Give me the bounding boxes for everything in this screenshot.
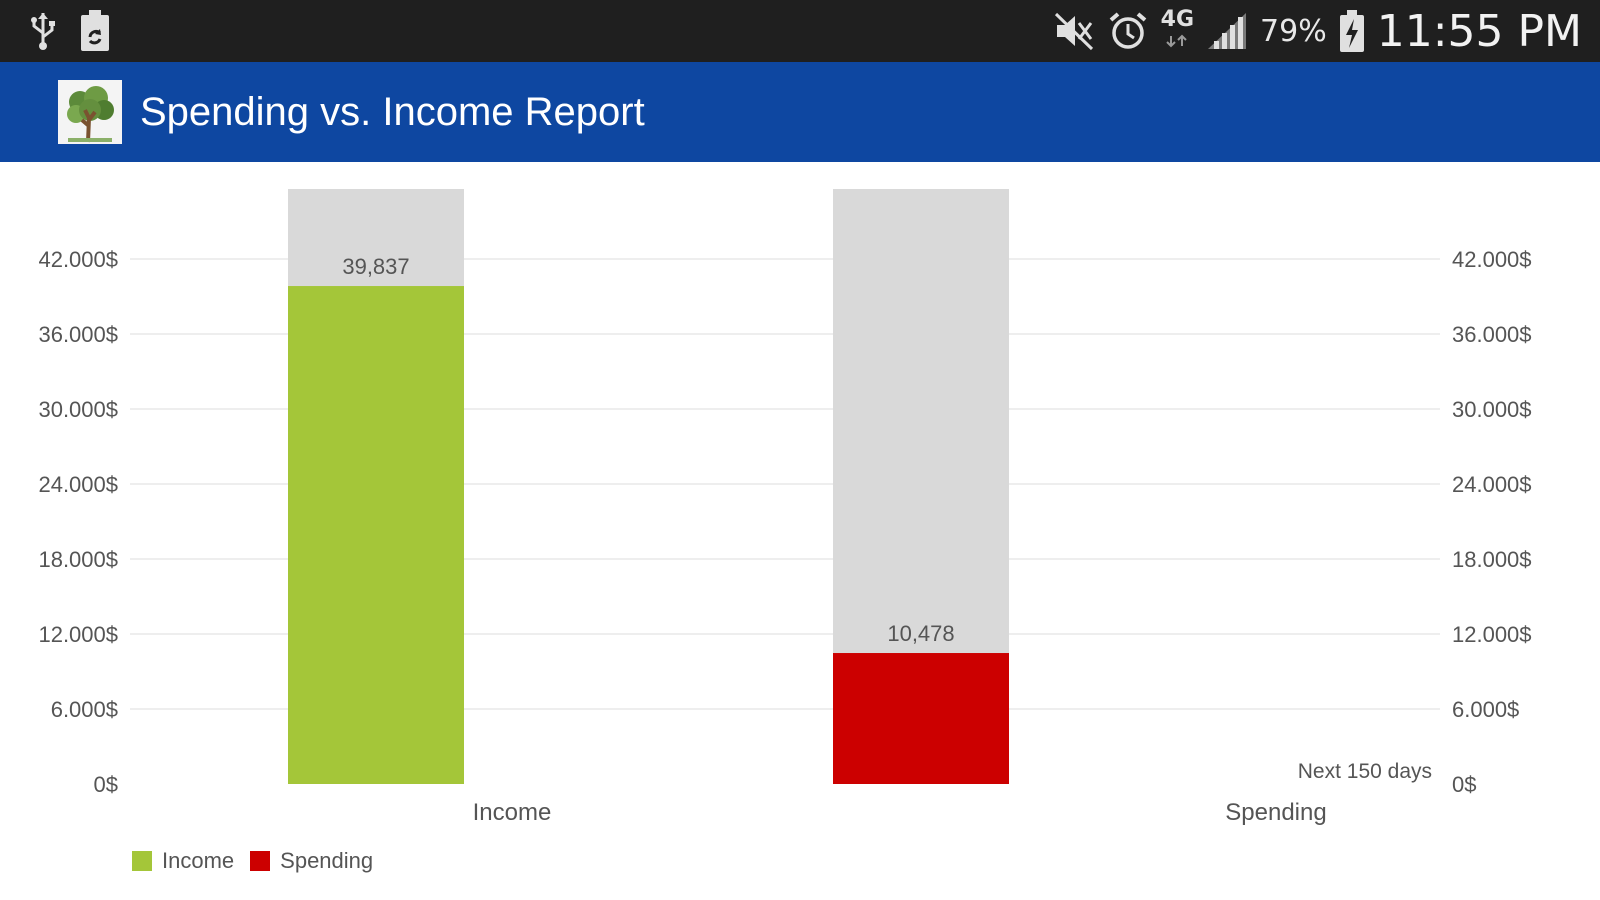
- y-tick-label-right: 36.000$: [1452, 322, 1532, 347]
- legend-item-income: Income: [132, 848, 234, 874]
- clock: 11:55 PM: [1376, 5, 1582, 57]
- period-annotation: Next 150 days: [1298, 760, 1432, 783]
- battery-charging-icon: [1339, 9, 1365, 53]
- bar-value-label-spending: 10,478: [887, 621, 954, 646]
- legend-swatch-income: [132, 851, 152, 871]
- y-tick-label-right: 24.000$: [1452, 472, 1532, 497]
- y-tick-label-left: 42.000$: [38, 247, 118, 272]
- y-tick-label-left: 18.000$: [38, 547, 118, 572]
- category-label-income: Income: [473, 799, 552, 826]
- status-bar: 4G 79% 11:55 PM: [0, 0, 1600, 62]
- battery-percent: 79%: [1260, 13, 1327, 49]
- y-tick-label-left: 24.000$: [38, 472, 118, 497]
- legend-label-spending: Spending: [280, 848, 374, 873]
- y-tick-label-right: 18.000$: [1452, 547, 1532, 572]
- y-tick-label-left: 36.000$: [38, 322, 118, 347]
- y-tick-label-right: 30.000$: [1452, 397, 1532, 422]
- y-tick-label-right: 6.000$: [1452, 697, 1519, 722]
- network-4g-icon: 4G: [1161, 9, 1194, 53]
- chart-area: 0$ 0$ 6.000$ 6.000$ 12.000$ 12.000$ 18.000$ 18.…: [0, 162, 1600, 900]
- spending-income-chart: 0$ 0$ 6.000$ 6.000$ 12.000$ 12.000$ 18.000$ 18.…: [38, 189, 1532, 826]
- y-tick-label-left: 12.000$: [38, 622, 118, 647]
- action-bar: Spending vs. Income Report: [0, 62, 1600, 162]
- alarm-icon: [1107, 10, 1149, 52]
- mute-icon: [1053, 11, 1095, 51]
- legend-swatch-spending: [250, 851, 271, 871]
- y-tick-label-left: 6.000$: [51, 697, 118, 722]
- y-tick-label-left: 0$: [94, 772, 118, 797]
- y-tick-label-right: 0$: [1452, 772, 1476, 797]
- y-tick-label-right: 42.000$: [1452, 247, 1532, 272]
- y-tick-label-right: 12.000$: [1452, 622, 1532, 647]
- recycle-battery-icon: [78, 9, 112, 53]
- page-title: Spending vs. Income Report: [140, 90, 645, 134]
- status-bar-left: [28, 0, 112, 62]
- network-label: 4G: [1160, 7, 1195, 32]
- category-label-spending: Spending: [1225, 799, 1326, 826]
- money-tree-icon[interactable]: [58, 80, 122, 144]
- bar-spending: [833, 653, 1009, 784]
- chart-legend: Income Spending: [132, 848, 373, 874]
- legend-item-spending: Spending: [250, 848, 373, 874]
- legend-label-income: Income: [162, 848, 235, 873]
- status-bar-right: 4G 79% 11:55 PM: [1053, 0, 1582, 62]
- signal-icon: [1206, 11, 1248, 51]
- bar-income: [288, 286, 464, 784]
- y-tick-label-left: 30.000$: [38, 397, 118, 422]
- usb-icon: [28, 11, 58, 51]
- bar-value-label-income: 39,837: [342, 254, 409, 279]
